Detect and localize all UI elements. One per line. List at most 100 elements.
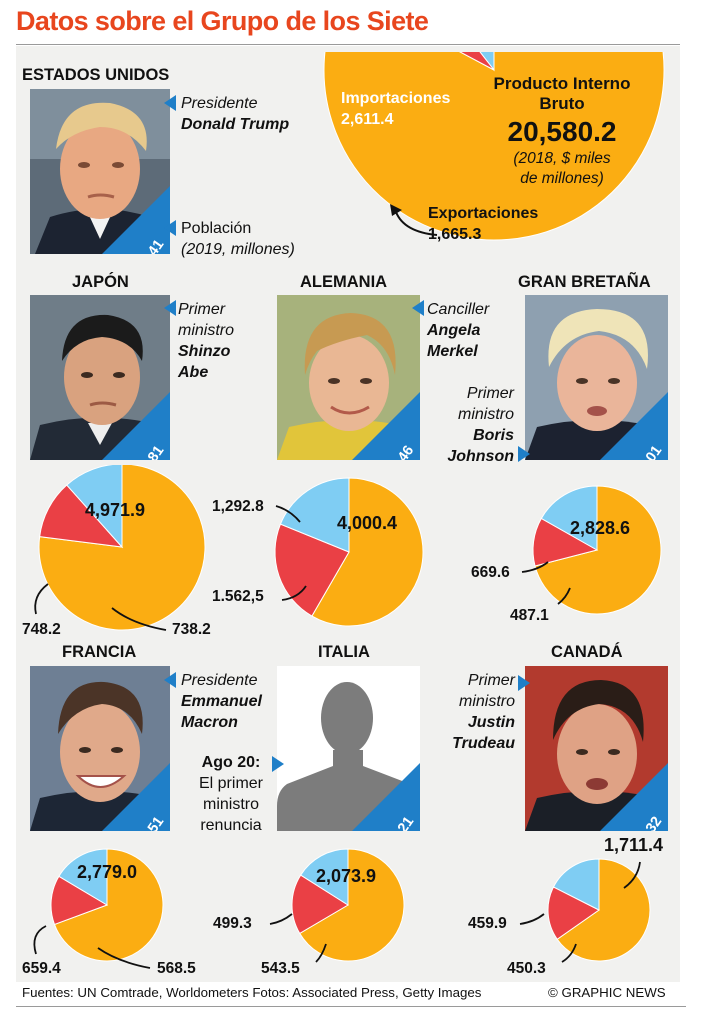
population-ribbon bbox=[600, 392, 668, 460]
exports-value-germany: 1.562,5 bbox=[212, 588, 264, 605]
exports-arrow-canada bbox=[561, 943, 577, 963]
exports-value-japan: 738.2 bbox=[172, 621, 211, 638]
pie-slice-gdp bbox=[556, 858, 651, 962]
country-label-japan: JAPÓN bbox=[72, 273, 129, 291]
imports-arrow-japan bbox=[34, 583, 49, 615]
imports-value-uk: 669.6 bbox=[471, 564, 510, 581]
population-ribbon bbox=[102, 186, 170, 254]
exports-value-usa: 1,665.3 bbox=[428, 226, 482, 243]
pie-slice-imports bbox=[540, 485, 598, 551]
population-ribbon bbox=[352, 392, 420, 460]
gdp-note-line2: de millones) bbox=[520, 170, 604, 187]
pie-row-2 bbox=[34, 465, 662, 631]
pie-slice-exports bbox=[274, 523, 350, 617]
leader-caption-germany: Canciller Angela Merkel bbox=[427, 299, 489, 362]
pie-slice-exports bbox=[459, 52, 495, 71]
leader-name: Johnson bbox=[447, 448, 514, 465]
leader-name: Justin bbox=[467, 714, 515, 731]
pie-slice-imports bbox=[552, 858, 600, 911]
pie-row-3 bbox=[33, 848, 651, 969]
country-label-france: FRANCIA bbox=[62, 643, 137, 661]
pie-chart-uk bbox=[532, 485, 662, 615]
leader-photo-japan: 126,81 bbox=[30, 295, 170, 460]
leader-name: Macron bbox=[181, 714, 238, 731]
leader-caption-france: Presidente Emmanuel Macron bbox=[181, 670, 262, 733]
exports-arrow-germany bbox=[281, 585, 307, 601]
imports-value-italy: 499.3 bbox=[213, 915, 252, 932]
page-title: Datos sobre el Grupo de los Siete bbox=[16, 6, 429, 36]
imports-value-japan: 748.2 bbox=[22, 621, 61, 638]
leader-role: Presidente bbox=[181, 95, 258, 112]
pie-slice-exports bbox=[50, 875, 109, 926]
note-date: Ago 20: bbox=[201, 754, 261, 771]
pie-chart-canada bbox=[547, 858, 651, 962]
exports-arrow-france bbox=[97, 947, 151, 969]
pie-chart-usa bbox=[323, 52, 665, 241]
bottom-divider bbox=[16, 1006, 686, 1007]
exports-value-canada: 450.3 bbox=[507, 960, 546, 977]
exports-arrow-italy bbox=[315, 943, 327, 963]
leader-name: Angela bbox=[427, 322, 481, 339]
gdp-label-line2: Bruto bbox=[539, 94, 585, 113]
gdp-value-japan: 4,971.9 bbox=[85, 500, 146, 520]
imports-arrow-france bbox=[33, 925, 47, 955]
population-caption: Población (2019, millones) bbox=[181, 218, 295, 260]
footer-sources: Fuentes: UN Comtrade, Worldometers Fotos… bbox=[22, 985, 482, 1000]
pointer-icon bbox=[412, 300, 424, 316]
pie-slice-imports bbox=[299, 848, 349, 906]
population-ribbon bbox=[352, 763, 420, 831]
leader-photo-italy: 59,21 bbox=[277, 666, 420, 831]
imports-value-germany: 1,292.8 bbox=[212, 498, 264, 515]
leader-name: Boris bbox=[473, 427, 514, 444]
pie-slice-imports bbox=[66, 465, 123, 549]
pie-chart-japan bbox=[38, 465, 206, 631]
population-label: Población bbox=[181, 220, 252, 237]
arrow-head-icon bbox=[390, 204, 402, 216]
country-label-canada: CANADÁ bbox=[551, 643, 623, 661]
imports-value-canada: 459.9 bbox=[468, 915, 507, 932]
gdp-value-germany: 4,000.4 bbox=[337, 513, 398, 533]
gdp-value-usa: 20,580.2 bbox=[507, 116, 617, 147]
leader-role: Canciller bbox=[427, 301, 490, 318]
pie-slice-gdp bbox=[323, 52, 665, 241]
portrait-image bbox=[30, 89, 170, 254]
population-ribbon bbox=[600, 763, 668, 831]
pointer-icon bbox=[164, 220, 176, 236]
imports-arrow-uk bbox=[521, 561, 549, 573]
note-text: ministro bbox=[202, 796, 259, 813]
note-text: El primer bbox=[198, 775, 263, 792]
leader-photo-usa: 329,41 bbox=[30, 89, 170, 254]
leader-role: ministro bbox=[458, 693, 515, 710]
exports-arrow bbox=[395, 211, 438, 236]
leader-role: ministro bbox=[457, 406, 514, 423]
exports-arrow-uk bbox=[557, 587, 571, 605]
pointer-icon bbox=[164, 300, 176, 316]
leader-caption-japan: Primer ministro Shinzo Abe bbox=[178, 299, 234, 383]
exports-label-usa: Exportaciones bbox=[428, 205, 539, 222]
pointer-icon bbox=[164, 95, 176, 111]
imports-value-usa: 2,611.4 bbox=[341, 111, 394, 128]
leader-role: ministro bbox=[178, 322, 235, 339]
pie-slice-imports bbox=[58, 848, 108, 906]
exports-value-italy: 543.5 bbox=[261, 960, 300, 977]
gdp-value-uk: 2,828.6 bbox=[570, 518, 631, 538]
imports-value-france: 659.4 bbox=[22, 960, 61, 977]
portrait-image bbox=[277, 295, 420, 460]
imports-arrow-canada bbox=[519, 913, 545, 925]
country-label-uk: GRAN BRETAÑA bbox=[518, 273, 651, 291]
leader-name: Shinzo bbox=[178, 343, 231, 360]
population-ribbon bbox=[102, 763, 170, 831]
leader-photo-france: 65,51 bbox=[30, 666, 170, 831]
gdp-value-france: 2,779.0 bbox=[77, 862, 138, 882]
leader-role: Primer bbox=[178, 301, 226, 318]
gdp-value-canada: 1,711.4 bbox=[604, 835, 664, 855]
pie-slice-imports bbox=[279, 477, 350, 553]
title-divider bbox=[16, 44, 680, 45]
leader-name: Donald Trump bbox=[181, 116, 290, 133]
country-label-germany: ALEMANIA bbox=[300, 273, 388, 291]
exports-value-uk: 487.1 bbox=[510, 607, 549, 624]
leader-caption-canada: Primer ministro Justin Trudeau bbox=[440, 670, 515, 754]
leader-caption-usa: Presidente Donald Trump bbox=[181, 93, 289, 135]
leader-name: Trudeau bbox=[452, 735, 515, 752]
leader-photo-uk: 67,01 bbox=[525, 295, 668, 460]
